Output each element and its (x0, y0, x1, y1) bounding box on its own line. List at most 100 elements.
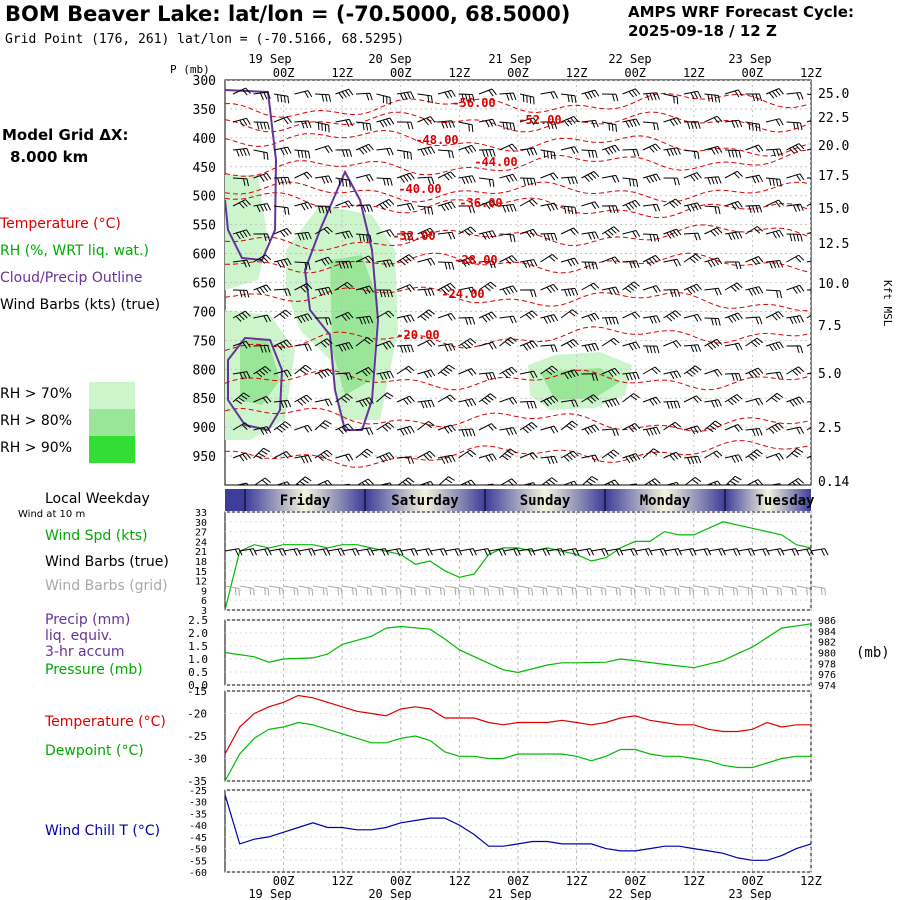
wind-barb (458, 449, 477, 459)
wind-barb (396, 172, 415, 183)
wind-barb (376, 340, 395, 350)
wind-barb (275, 481, 291, 485)
wind-barb (560, 205, 577, 215)
temperature-tick: -25 (187, 730, 207, 743)
temperature-line (224, 694, 811, 755)
wind-barb-grid (356, 585, 372, 596)
wind-barb (478, 341, 497, 350)
wind-barb (765, 177, 782, 187)
wind-barb (437, 89, 456, 99)
wind-barb (683, 365, 702, 377)
wind-barb (663, 289, 681, 297)
wind-barb (725, 261, 742, 270)
wind-barb (519, 370, 538, 379)
wind-barb (335, 393, 353, 403)
temperature-contour-label: -28.00 (454, 253, 497, 267)
weekday-cell (725, 489, 811, 511)
time-tick-label-top: 00Z (624, 66, 646, 80)
wind-barb-true (752, 548, 770, 556)
wind-barb (458, 317, 476, 325)
legend-wind-barbs: Wind Barbs (kts) (true) (0, 297, 161, 313)
wind-barb (458, 226, 477, 236)
wind-barb (519, 340, 538, 351)
pressure-tick-label: 650 (193, 277, 216, 292)
wind-barb (683, 149, 700, 160)
wind-barb (355, 204, 373, 213)
wind-barb (745, 144, 764, 153)
wind-barb (581, 476, 599, 485)
wind-barb (663, 198, 682, 208)
wind-barb (683, 313, 702, 322)
wind-barb-grid (561, 585, 577, 596)
pressure-axis-title: P (mb) (170, 63, 210, 76)
wind-barb (273, 451, 292, 459)
wind-barb (765, 371, 784, 380)
wind-chill-tick: -35 (189, 809, 207, 820)
wind-barb (273, 205, 290, 215)
wind-barb-true (591, 548, 609, 556)
wind-barb (499, 255, 518, 265)
wind-barb-true (547, 548, 565, 556)
wind-barb-true (679, 548, 697, 556)
wind-barb (540, 121, 558, 130)
wind-barb (786, 426, 805, 435)
wind-barb-true (327, 548, 345, 556)
weekday-cell (245, 489, 365, 511)
wind-barb (540, 253, 559, 263)
temperature-contour (225, 224, 810, 251)
wind-barb (253, 233, 271, 242)
wind-barb (376, 229, 395, 237)
wind-barb (314, 175, 333, 184)
wind-barb (704, 368, 723, 377)
wind-barb (683, 253, 702, 264)
wind-barb (765, 392, 784, 403)
wind-barb (437, 343, 456, 352)
wind-barb (663, 400, 681, 409)
wind-barb (458, 121, 474, 133)
wind-barb (601, 121, 617, 132)
pressure-tick-label: 400 (193, 132, 216, 147)
wind-barb (768, 483, 782, 485)
wind-barb (704, 287, 722, 296)
wind-barb (355, 174, 374, 182)
pressure-unit-label: (mb) (856, 645, 890, 661)
wind-barb (335, 230, 354, 240)
pressure-tick-label: 500 (193, 190, 216, 205)
wind-barb (417, 93, 433, 104)
wind-barb-true (561, 548, 580, 556)
height-tick-label: 15.0 (818, 202, 849, 217)
wind-barb-true (371, 548, 389, 556)
wind-barb (396, 456, 415, 464)
wind-barb (396, 344, 414, 353)
wind-barb (294, 231, 312, 241)
rh-80-swatch (89, 409, 135, 436)
wind-speed-tick: 21 (195, 547, 207, 558)
wind-barb (540, 314, 559, 324)
wind-barb (335, 342, 354, 352)
wind-barb (458, 398, 477, 407)
wind-barb (745, 226, 764, 235)
wind-barb (765, 229, 784, 239)
wind-barb (683, 202, 702, 212)
pressure-tick: 974 (818, 681, 836, 692)
wind-barb (642, 315, 661, 324)
wind-barb (499, 121, 516, 131)
wind-barb (786, 92, 804, 100)
wind-barb (581, 119, 599, 128)
wind-barb (499, 143, 518, 152)
temperature-contour-label: -24.00 (441, 287, 484, 301)
wind-barb (663, 228, 682, 239)
wind-barb (560, 287, 579, 297)
wind-barb (273, 369, 292, 378)
wind-barb-grid (679, 585, 695, 596)
wind-barb (745, 316, 763, 325)
wind-barb (253, 121, 270, 130)
wind-barb (642, 396, 661, 406)
wind-barb-true (254, 548, 272, 556)
wind-barb (316, 479, 333, 485)
wind-barb (519, 198, 538, 207)
temperature-contour-label: -32.00 (392, 229, 435, 243)
wind-barb (499, 173, 518, 183)
wind-barb-true (415, 548, 433, 556)
